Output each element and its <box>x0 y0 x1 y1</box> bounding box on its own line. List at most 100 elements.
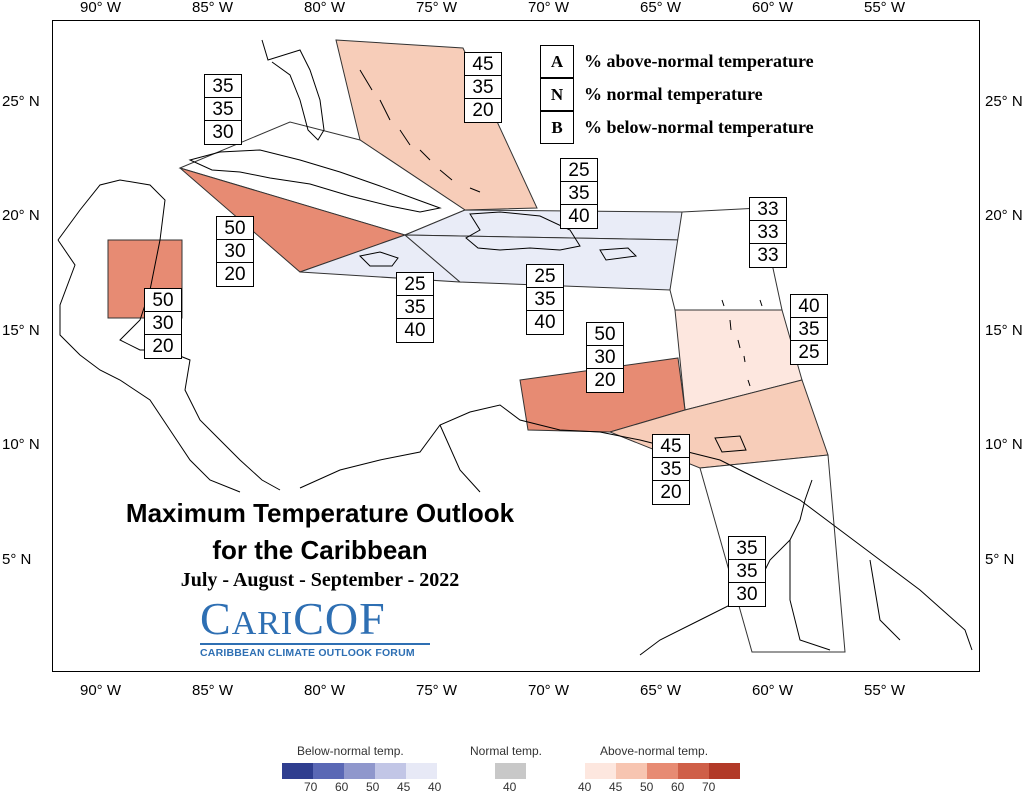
prob-normal: 35 <box>561 182 597 205</box>
colorbar-swatch-above <box>585 763 616 779</box>
prob-normal: 30 <box>145 312 181 335</box>
lat-label: 15° N <box>2 322 40 339</box>
colorbar-tick-below: 60 <box>335 780 349 794</box>
colorbar-tick-above: 50 <box>640 780 654 794</box>
prob-above: 35 <box>205 75 241 98</box>
logo-letter: C <box>200 593 232 644</box>
lat-label: 25° N <box>985 93 1023 110</box>
prob-below: 30 <box>212 122 234 143</box>
colorbar-swatch-below <box>344 763 375 779</box>
lon-label: 55° W <box>864 682 906 699</box>
prob-below: 20 <box>594 370 616 391</box>
colorbar-swatch-below <box>282 763 313 779</box>
prob-normal: 35 <box>729 560 765 583</box>
map-title: Maximum Temperature Outlook <box>60 498 580 529</box>
prob-below: 40 <box>404 320 426 341</box>
colorbar-tick-above: 70 <box>702 780 716 794</box>
logo-letters: ARI <box>231 605 294 642</box>
prob-above: 33 <box>750 198 786 221</box>
probability-legend: A % above-normal temperature N % normal … <box>540 44 814 144</box>
prob-below: 25 <box>798 342 820 363</box>
colorbar-title-normal: Normal temp. <box>470 744 543 758</box>
prob-below: 30 <box>736 584 758 605</box>
colorbar-tick-above: 60 <box>671 780 685 794</box>
legend-text-above: % above-normal temperature <box>584 51 814 71</box>
prob-box-jamaica: 25 35 40 <box>396 272 434 343</box>
prob-box-belize: 50 30 20 <box>144 288 182 359</box>
lat-label: 20° N <box>2 207 40 224</box>
legend-text-below: % below-normal temperature <box>584 117 814 137</box>
lon-label: 85° W <box>192 682 234 699</box>
legend-key-normal: N <box>540 77 574 111</box>
lon-label: 65° W <box>640 0 682 16</box>
prob-below: 40 <box>568 206 590 227</box>
prob-box-cuba-caymans: 50 30 20 <box>216 216 254 287</box>
prob-normal: 35 <box>465 76 501 99</box>
colorbar-swatch-below <box>313 763 344 779</box>
map-title-line2: for the Caribbean <box>60 535 580 566</box>
lon-label: 85° W <box>192 0 234 16</box>
prob-box-hispaniola-puerto-rico: 25 35 40 <box>526 264 564 335</box>
colorbar-title-below: Below-normal temp. <box>297 744 404 758</box>
prob-box-bahamas: 45 35 20 <box>464 52 502 123</box>
lat-label: 10° N <box>985 436 1023 453</box>
colorbar-tick-below: 70 <box>304 780 318 794</box>
colorbar-title-above: Above-normal temp. <box>600 744 709 758</box>
lon-label: 75° W <box>416 0 458 16</box>
lon-label: 70° W <box>528 0 570 16</box>
lon-label: 65° W <box>640 682 682 699</box>
outlook-regions <box>107 39 846 653</box>
region-bahamas <box>335 39 538 211</box>
prob-box-trinidad-tobago: 45 35 20 <box>652 434 690 505</box>
logo-rule <box>200 643 430 645</box>
lon-label: 60° W <box>752 682 794 699</box>
colorbar-swatch-above <box>678 763 709 779</box>
lat-label: 10° N <box>2 436 40 453</box>
legend-row-normal: N % normal temperature <box>540 77 814 111</box>
prob-normal: 30 <box>587 346 623 369</box>
lon-label: 70° W <box>528 682 570 699</box>
lon-label: 90° W <box>80 0 122 16</box>
caricof-logo: CARICOF CARIBBEAN CLIMATE OUTLOOK FORUM <box>200 596 430 659</box>
prob-normal: 35 <box>397 296 433 319</box>
legend-row-below: B % below-normal temperature <box>540 110 814 144</box>
prob-normal: 30 <box>217 240 253 263</box>
season-label: July - August - September - 2022 <box>180 569 460 591</box>
prob-above: 50 <box>587 323 623 346</box>
prob-normal: 35 <box>653 458 689 481</box>
lon-label: 90° W <box>80 682 122 699</box>
prob-normal: 35 <box>791 318 827 341</box>
prob-above: 50 <box>217 217 253 240</box>
lat-label: 25° N <box>2 93 40 110</box>
colorbar-swatch-below <box>406 763 437 779</box>
prob-box-windward-islands: 40 35 25 <box>790 294 828 365</box>
logo-letters: COF <box>293 593 386 644</box>
colorbar-swatch-above <box>647 763 678 779</box>
prob-box-leeward-islands: 33 33 33 <box>749 197 787 268</box>
legend-key-above: A <box>540 44 574 78</box>
lon-label: 80° W <box>304 0 346 16</box>
colorbar-swatch-above <box>616 763 647 779</box>
colorbar-tick-above: 45 <box>609 780 623 794</box>
prob-normal: 35 <box>527 288 563 311</box>
prob-below: 20 <box>224 264 246 285</box>
lat-label: 20° N <box>985 207 1023 224</box>
lat-label: 5° N <box>985 551 1015 568</box>
prob-box-abc-islands: 50 30 20 <box>586 322 624 393</box>
coastlines <box>57 39 973 656</box>
colorbar-swatch-above <box>709 763 740 779</box>
legend-key-below: B <box>540 110 574 144</box>
prob-below: 33 <box>757 245 779 266</box>
prob-box-florida-cuba-north: 35 35 30 <box>204 74 242 145</box>
colorbar-tick-normal: 40 <box>503 780 517 794</box>
prob-above: 35 <box>729 537 765 560</box>
logo-wordmark: CARICOF <box>200 596 430 647</box>
prob-box-hispaniola-north: 25 35 40 <box>560 158 598 229</box>
logo-subtext: CARIBBEAN CLIMATE OUTLOOK FORUM <box>200 647 415 659</box>
prob-above: 45 <box>465 53 501 76</box>
legend-text-normal: % normal temperature <box>584 84 763 104</box>
prob-below: 40 <box>534 312 556 333</box>
lon-label: 80° W <box>304 682 346 699</box>
colorbar-tick-below: 45 <box>397 780 411 794</box>
